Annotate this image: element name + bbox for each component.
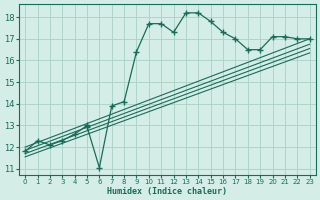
X-axis label: Humidex (Indice chaleur): Humidex (Indice chaleur) [108,187,228,196]
